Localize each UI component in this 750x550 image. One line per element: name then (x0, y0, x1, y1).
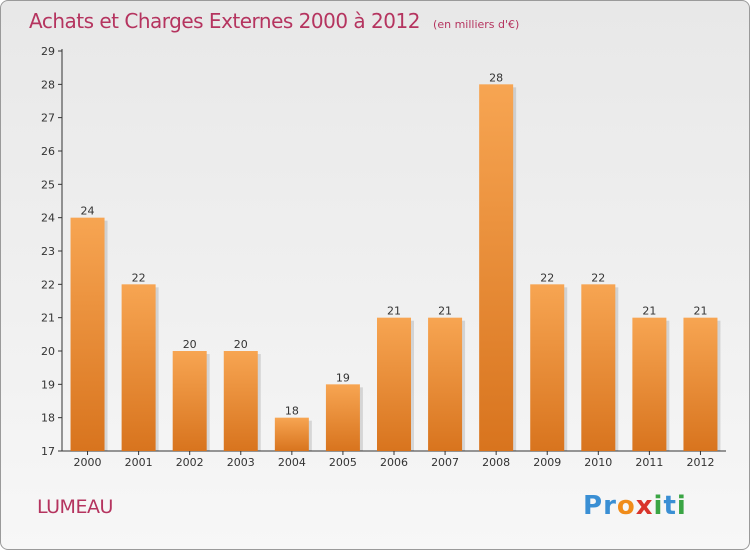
chart-title: Achats et Charges Externes 2000 à 2012 (29, 9, 420, 33)
commune-name: LUMEAU (37, 496, 113, 518)
x-tick-label: 2009 (533, 456, 561, 469)
bar (581, 284, 616, 451)
bar (172, 351, 207, 451)
y-tick-label: 17 (41, 445, 55, 458)
x-tick-label: 2011 (635, 456, 663, 469)
data-label: 20 (234, 338, 248, 351)
logo-letter: o (616, 491, 636, 521)
y-tick-label: 25 (41, 178, 55, 191)
bar (428, 317, 463, 451)
y-tick-label: 21 (41, 312, 55, 325)
logo-letter: x (635, 491, 654, 521)
x-tick-label: 2007 (431, 456, 459, 469)
y-tick-label: 20 (41, 345, 55, 358)
data-label: 22 (132, 271, 146, 284)
x-tick-label: 2004 (278, 456, 306, 469)
x-tick-label: 2005 (329, 456, 357, 469)
bar (223, 351, 258, 451)
x-tick-label: 2008 (482, 456, 510, 469)
logo-letter: P (583, 491, 604, 521)
data-label: 22 (540, 271, 554, 284)
bar (377, 317, 411, 451)
y-tick-label: 22 (41, 278, 55, 291)
y-tick-label: 28 (41, 78, 55, 91)
data-label: 21 (693, 305, 707, 318)
x-tick-label: 2012 (686, 456, 714, 469)
logo-letter: i (676, 491, 687, 521)
data-label: 18 (285, 405, 299, 418)
data-label: 22 (591, 271, 605, 284)
bar (530, 284, 565, 451)
data-label: 21 (387, 305, 401, 318)
bar (274, 417, 309, 451)
y-tick-label: 19 (41, 378, 55, 391)
data-label: 20 (183, 338, 197, 351)
bar (70, 217, 105, 451)
x-tick-label: 2006 (380, 456, 408, 469)
proxiti-logo: Proxiti (583, 491, 687, 521)
y-tick-label: 29 (41, 45, 55, 58)
data-label: 28 (489, 71, 503, 84)
y-tick-label: 18 (41, 412, 55, 425)
bar-chart: 17 18 19 20 21 22 23 24 25 26 27 28 29 24 2000 22 2001 20… (41, 45, 726, 469)
x-tick-label: 2002 (176, 456, 204, 469)
x-tick-label: 2003 (227, 456, 255, 469)
y-tick-label: 24 (41, 212, 55, 225)
x-tick-label: 2000 (74, 456, 102, 469)
logo-letter: t (663, 491, 677, 521)
bar (325, 384, 360, 451)
chart-header: Achats et Charges Externes 2000 à 2012 (… (29, 9, 519, 33)
x-tick-label: 2010 (584, 456, 612, 469)
y-tick-label: 27 (41, 112, 55, 125)
data-label: 21 (438, 305, 452, 318)
bar (683, 317, 718, 451)
x-tick-label: 2001 (125, 456, 153, 469)
chart-subtitle: (en milliers d'€) (433, 18, 520, 31)
logo-letter: i (653, 491, 664, 521)
bar (121, 284, 156, 451)
logo-letter: r (603, 491, 617, 521)
y-tick-label: 23 (41, 245, 55, 258)
y-tick-label: 26 (41, 145, 55, 158)
data-label: 19 (336, 371, 350, 384)
data-label: 21 (642, 305, 656, 318)
bar (632, 317, 667, 451)
data-label: 24 (81, 205, 95, 218)
bar (479, 84, 514, 451)
